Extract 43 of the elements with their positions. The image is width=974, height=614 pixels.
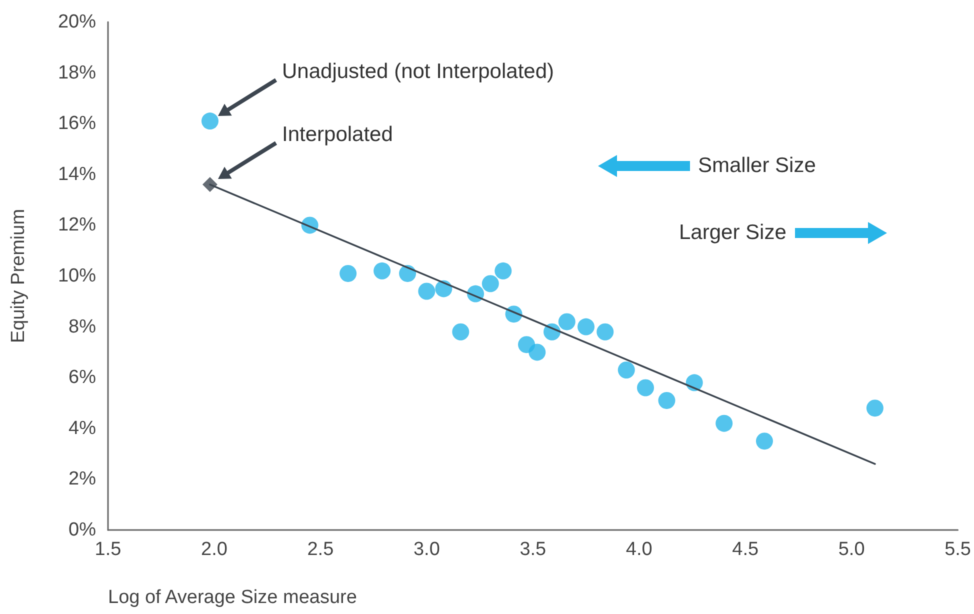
- x-tick-label: 3.0: [413, 539, 440, 560]
- y-tick-label: 10%: [58, 266, 96, 286]
- annotation: Interpolated: [282, 123, 393, 147]
- point: [618, 361, 635, 378]
- annotation: Smaller Size: [698, 154, 816, 178]
- y-tick-label: 14%: [58, 164, 96, 185]
- y-tick-label: 12%: [58, 214, 96, 236]
- y-tick-label: 18%: [58, 62, 96, 84]
- point: [482, 275, 499, 292]
- x-tick-label: 1.5: [94, 539, 122, 560]
- point: [756, 432, 773, 450]
- annotation: Unadjusted (not Interpolated): [282, 60, 554, 84]
- x-tick-label: 3.5: [520, 539, 546, 560]
- x-tick-label: 4.5: [732, 539, 759, 560]
- x-tick-label: 2.5: [307, 539, 334, 560]
- y-tick-label: 20%: [58, 12, 96, 32]
- point: [558, 313, 576, 330]
- y-axis-title: Equity Premium: [8, 208, 29, 344]
- x-tick-label: 4.0: [626, 539, 652, 560]
- point: [452, 323, 470, 340]
- point: [716, 414, 733, 432]
- point: [374, 262, 391, 280]
- x-tick-label: 5.0: [838, 539, 865, 560]
- point: [637, 379, 654, 396]
- y-tick-label: 0%: [68, 520, 96, 540]
- y-tick-label: 16%: [58, 113, 96, 134]
- x-axis-title: Log of Average Size measure: [108, 587, 357, 608]
- point: [418, 282, 436, 300]
- y-tick-label: 4%: [68, 418, 96, 439]
- annotation: Larger Size: [679, 221, 786, 245]
- point: [658, 392, 676, 409]
- point: [201, 112, 218, 130]
- point: [528, 344, 546, 361]
- x-tick-label: 5.5: [944, 539, 972, 560]
- y-tick-label: 2%: [68, 468, 96, 490]
- point: [866, 400, 884, 417]
- y-tick-label: 6%: [68, 367, 96, 388]
- y-tick-label: 8%: [68, 316, 96, 338]
- point: [578, 318, 595, 336]
- point: [494, 262, 512, 280]
- x-tick-label: 2.0: [201, 539, 228, 560]
- point: [340, 264, 357, 282]
- point: [596, 323, 614, 340]
